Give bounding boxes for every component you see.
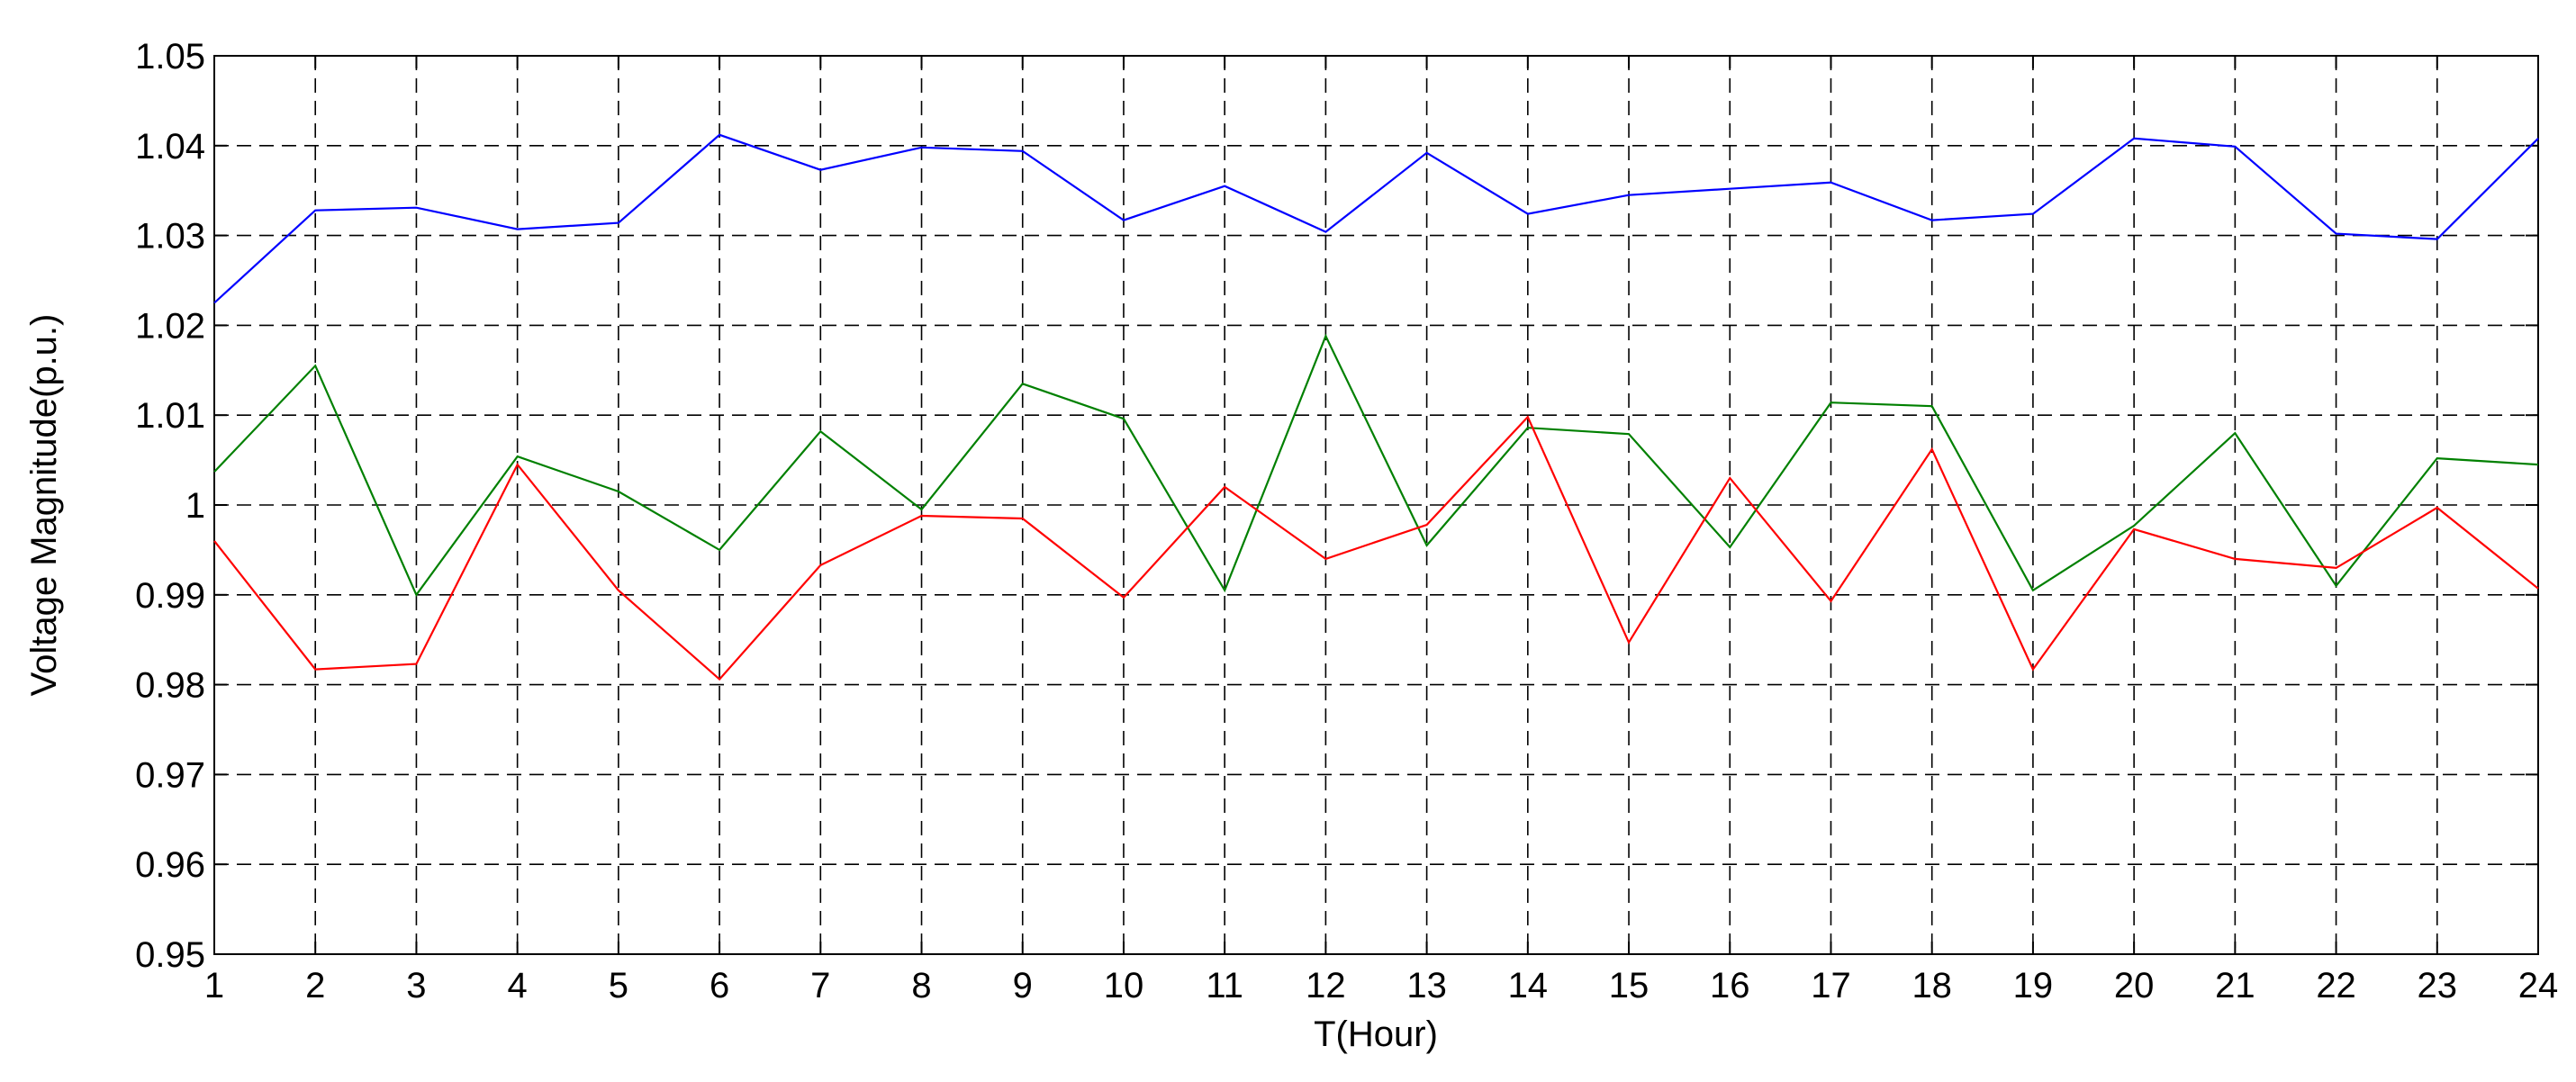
x-tick-label: 12 — [1306, 966, 1346, 1005]
x-tick-label: 15 — [1609, 966, 1650, 1005]
x-tick-label: 16 — [1710, 966, 1750, 1005]
series-line — [213, 333, 2539, 597]
y-tick-label: 1.03 — [135, 217, 205, 257]
y-tick-label: 0.98 — [135, 666, 205, 706]
y-tick-label: 0.99 — [135, 576, 205, 616]
y-tick-label: 1.05 — [135, 37, 205, 77]
y-axis-label: Voltage Magnitude(p.u.) — [24, 314, 64, 697]
y-tick-label: 0.95 — [135, 935, 205, 975]
x-tick-label: 5 — [609, 966, 628, 1005]
y-tick-label: 1 — [185, 486, 205, 526]
x-tick-label: 20 — [2114, 966, 2155, 1005]
x-axis-label: T(Hour) — [1314, 1014, 1438, 1054]
x-tick-label: 2 — [305, 966, 325, 1005]
x-tick-label: 6 — [710, 966, 729, 1005]
y-tick-label: 1.02 — [135, 306, 205, 346]
x-tick-label: 19 — [2013, 966, 2054, 1005]
x-tick-label: 8 — [911, 966, 931, 1005]
y-tick-label: 0.97 — [135, 755, 205, 795]
x-tick-label: 14 — [1508, 966, 1549, 1005]
series-line — [213, 133, 2539, 304]
x-tick-label: 7 — [810, 966, 830, 1005]
x-tick-label: 18 — [1912, 966, 1952, 1005]
x-tick-label: 13 — [1406, 966, 1447, 1005]
x-tick-label: 1 — [204, 966, 224, 1005]
y-tick-label: 1.01 — [135, 396, 205, 436]
y-tick-label: 1.04 — [135, 127, 205, 167]
x-tick-label: 17 — [1811, 966, 1851, 1005]
x-tick-label: 3 — [406, 966, 426, 1005]
x-tick-label: 11 — [1206, 966, 1243, 1005]
series-line — [213, 415, 2539, 681]
plot-frame — [213, 55, 2539, 955]
y-tick-label: 0.96 — [135, 845, 205, 885]
x-tick-label: 9 — [1013, 966, 1033, 1005]
x-tick-label: 24 — [2518, 966, 2559, 1005]
x-tick-label: 22 — [2316, 966, 2356, 1005]
x-tick-label: 21 — [2215, 966, 2255, 1005]
x-tick-label: 23 — [2418, 966, 2458, 1005]
x-tick-label: 10 — [1104, 966, 1144, 1005]
x-tick-label: 4 — [508, 966, 528, 1005]
